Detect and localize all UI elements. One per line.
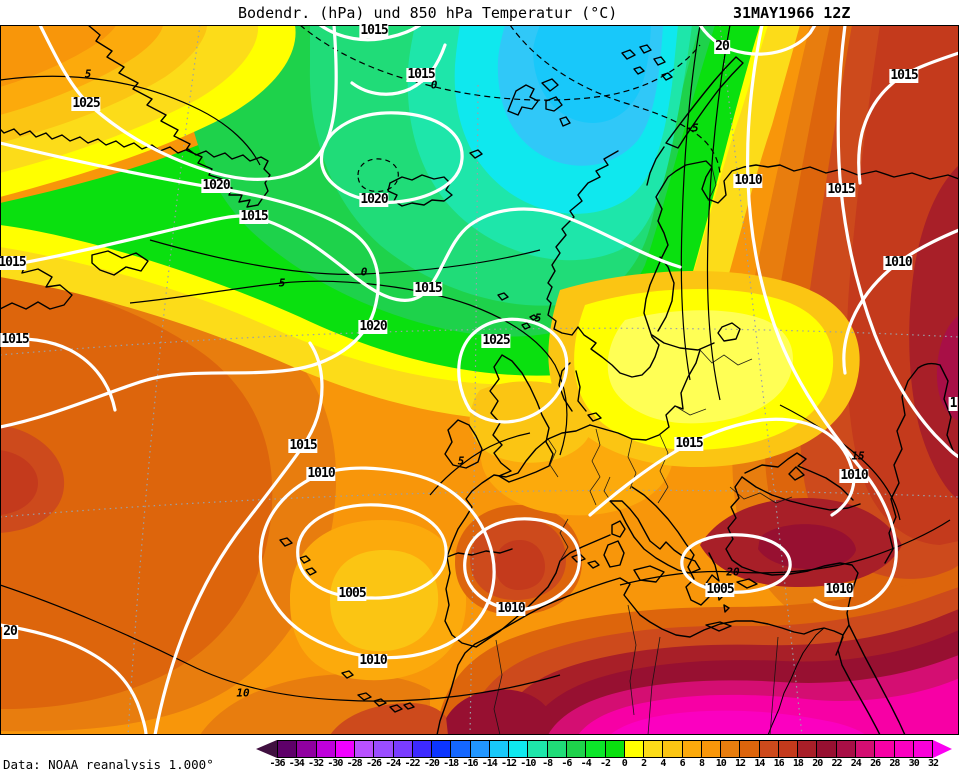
colorbar-segment (798, 741, 818, 757)
graticule (0, 25, 959, 735)
colorbar-tick-label: -16 (462, 758, 478, 769)
colorbar-segment (855, 741, 876, 757)
weather-map (0, 25, 959, 735)
colorbar-tick-label: -8 (542, 758, 553, 769)
colorbar-segment (489, 741, 510, 757)
colorbar-tick-label: 0 (621, 758, 628, 769)
colorbar-tick-label: -6 (561, 758, 572, 769)
colorbar-tick-label: -26 (365, 758, 382, 769)
colorbar-tick-label: 18 (792, 758, 804, 769)
colorbar-body (277, 740, 933, 758)
colorbar-tick-label: 20 (812, 758, 823, 769)
colorbar-tick-label: -32 (308, 758, 324, 769)
colorbar-tick-label: 28 (889, 758, 900, 769)
colorbar-tick-label: 24 (850, 758, 862, 769)
title-bar: Bodendr. (hPa) und 850 hPa Temperatur (°… (0, 0, 959, 25)
colorbar-segment (316, 741, 336, 757)
colorbar-segment (701, 741, 722, 757)
colorbar-tick-label: 26 (870, 758, 881, 769)
colorbar-segment (528, 741, 548, 757)
footer-line-data: Data: NOAA reanalysis 1.000° (3, 757, 214, 770)
colorbar-segment (894, 741, 914, 757)
colorbar-tick-label: 8 (698, 758, 705, 769)
footer-credits: Data: NOAA reanalysis 1.000° (C) Wetterz… (3, 736, 214, 770)
colorbar-tick-label: 30 (908, 758, 920, 769)
colorbar-tick-label: -20 (423, 758, 440, 769)
colorbar-segment (586, 741, 606, 757)
colorbar-segment (875, 741, 895, 757)
colorbar-segment (644, 741, 664, 757)
colorbar-tick-label: -22 (404, 758, 421, 769)
colorbar-tick-label: 22 (831, 758, 842, 769)
colorbar-tick-label: 2 (641, 758, 647, 769)
colorbar-tick-label: -2 (599, 758, 611, 769)
colorbar-segment (297, 741, 317, 757)
colorbar-segment (759, 741, 779, 757)
colorbar-segment (374, 741, 394, 757)
colorbar-tick-label: 14 (754, 758, 765, 769)
colorbar-segment (817, 741, 837, 757)
colorbar-tick-label: -36 (269, 758, 285, 769)
colorbar-segment (682, 741, 702, 757)
colorbar-segment (335, 741, 356, 757)
map-datetime: 31MAY1966 12Z (733, 4, 851, 22)
temperature-contours (0, 25, 951, 702)
colorbar-segment (470, 741, 490, 757)
colorbar-segment (432, 741, 452, 757)
colorbar-left-arrow-icon (256, 740, 277, 758)
colorbar-segment (412, 741, 433, 757)
colorbar-tick-label: 10 (715, 758, 727, 769)
colorbar-tick-label: -28 (346, 758, 363, 769)
colorbar-tick-label: -4 (580, 758, 592, 769)
colorbar-tick-label: 12 (735, 758, 746, 769)
colorbar-tick-label: 4 (660, 758, 666, 769)
colorbar-tick-label: 32 (927, 758, 939, 769)
colorbar-right-arrow-icon (933, 740, 952, 758)
coastlines (0, 25, 959, 735)
colorbar-tick-label: -12 (500, 758, 517, 769)
colorbar-segment (547, 741, 567, 757)
colorbar-segment (451, 741, 471, 757)
colorbar-segment (663, 741, 683, 757)
colorbar-tick-label: -14 (481, 758, 498, 769)
colorbar-segment (913, 741, 933, 757)
colorbar-segment (721, 741, 741, 757)
colorbar-tick-label: 6 (679, 758, 686, 769)
colorbar-segment (355, 741, 375, 757)
colorbar-segment (740, 741, 760, 757)
colorbar-tick-label: -34 (288, 758, 305, 769)
colorbar-segment (778, 741, 799, 757)
colorbar-tick-label: -24 (385, 758, 401, 769)
colorbar-segment (605, 741, 625, 757)
isobars (0, 25, 959, 735)
colorbar-tick-label: -10 (520, 758, 536, 769)
map-title: Bodendr. (hPa) und 850 hPa Temperatur (°… (238, 4, 618, 22)
colorbar-segment (278, 741, 298, 757)
colorbar-tick-label: 16 (773, 758, 785, 769)
country-borders (493, 166, 793, 735)
colorbar-tick-label: -18 (443, 758, 459, 769)
colorbar-segment (624, 741, 645, 757)
colorbar-segment (509, 741, 529, 757)
colorbar-segment (836, 741, 856, 757)
colorbar-segment (393, 741, 413, 757)
colorbar-segment (566, 741, 587, 757)
colorbar-tick-label: -30 (327, 758, 343, 769)
